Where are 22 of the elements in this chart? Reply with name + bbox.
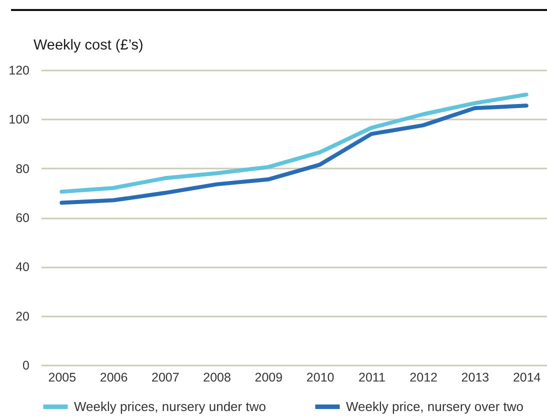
y-tick-label: 120	[8, 64, 30, 78]
y-tick-label: 0	[22, 358, 30, 372]
x-tick-label: 2006	[100, 370, 128, 384]
legend-label: Weekly prices, nursery under two	[74, 398, 266, 414]
line-series	[60, 104, 528, 205]
y-axis-title: Weekly cost (£’s)	[34, 38, 144, 54]
line-series	[60, 92, 528, 194]
x-tick-label: 2012	[410, 370, 438, 384]
x-tick-label: 2005	[48, 370, 76, 384]
x-tick-label: 2007	[152, 370, 180, 384]
x-tick-label: 2013	[461, 370, 490, 384]
legend-label: Weekly price, nursery over two	[346, 398, 524, 414]
y-tick-label: 20	[16, 309, 30, 324]
x-tick-label: 2014	[512, 370, 541, 384]
x-tick-label: 2009	[254, 370, 283, 384]
x-tick-label: 2011	[358, 370, 386, 384]
y-tick-label: 100	[8, 112, 30, 127]
x-tick-label: 2010	[306, 370, 334, 384]
y-tick-label: 40	[16, 260, 30, 274]
y-tick-label: 60	[16, 211, 30, 225]
x-tick-label: 2008	[203, 370, 231, 384]
y-tick-label: 80	[16, 162, 30, 176]
